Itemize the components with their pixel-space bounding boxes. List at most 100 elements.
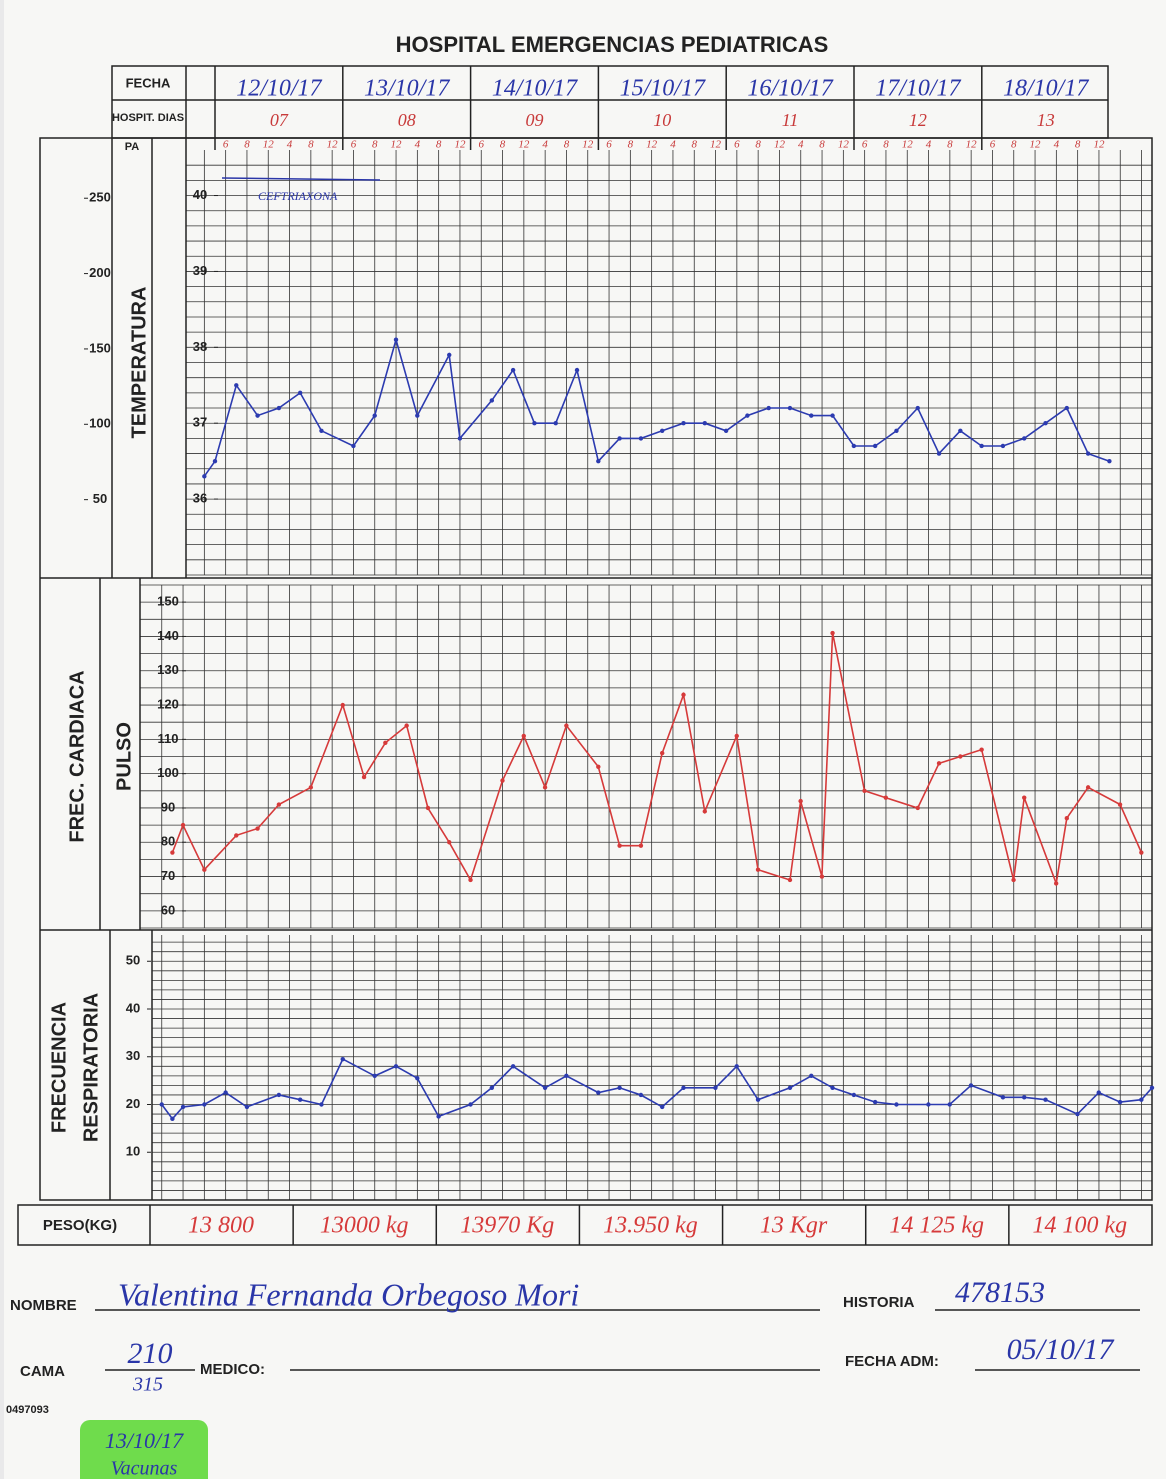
dias-label: HOSPIT. DIAS [112,112,184,124]
data-point [490,398,494,402]
data-point [703,809,707,813]
data-point [617,843,621,847]
y-tick-label: 120 [157,696,179,711]
patient-name: Valentina Fernanda Orbegoso Mori [118,1276,579,1312]
data-point [639,843,643,847]
date: 15/10/17 [620,76,706,102]
data-point [809,413,813,417]
hour: 12 [966,139,978,151]
data-point [1065,406,1069,410]
weight: 13 Kgr [760,1213,828,1239]
hour: 12 [582,139,594,151]
hour: 8 [883,139,889,151]
data-point [554,421,558,425]
y2-tick-label: 100 [89,416,111,431]
data-point [490,1086,494,1090]
data-point [1022,436,1026,440]
peso-label: PESO(KG) [43,1217,117,1234]
weight: 13 800 [188,1213,254,1239]
y-tick-label: 130 [157,662,179,677]
data-point [1065,816,1069,820]
data-point [979,444,983,448]
hour: 8 [755,139,761,151]
data-point [213,459,217,463]
historia-value: 478153 [955,1276,1045,1309]
data-point [564,723,568,727]
data-point [202,867,206,871]
hour: 12 [774,139,786,151]
data-point [1022,795,1026,799]
data-point [160,1102,164,1106]
data-point [309,785,313,789]
data-point [500,778,504,782]
data-point [756,867,760,871]
hour: 6 [734,139,740,151]
hour: 12 [1030,139,1042,151]
data-point [383,741,387,745]
data-point [596,459,600,463]
data-point [756,1098,760,1102]
y-tick-label: 36 [193,491,207,506]
hour: 8 [628,139,634,151]
y-tick-label: 150 [157,594,179,609]
data-point [181,1105,185,1109]
data-point [298,391,302,395]
data-point [277,406,281,410]
y-tick-label: 40 [193,187,207,202]
hour: 12 [902,139,914,151]
axis-label: PULSO [113,722,135,791]
data-point [277,802,281,806]
data-point [1118,1100,1122,1104]
y-tick-label: 100 [157,765,179,780]
y-tick-label: 70 [161,868,175,883]
hour: 6 [223,139,229,151]
data-point [681,421,685,425]
hour: 6 [479,139,485,151]
hospital-day: 13 [1037,110,1055,130]
data-point [1001,1095,1005,1099]
data-point [852,1093,856,1097]
data-point [1001,444,1005,448]
data-point [788,406,792,410]
date: 18/10/17 [1003,76,1089,102]
form-code: 0497093 [6,1404,49,1416]
data-point [341,703,345,707]
hour: 12 [518,139,530,151]
hour: 6 [351,139,357,151]
data-point [660,751,664,755]
data-point [277,1093,281,1097]
fecha-adm-value: 05/10/17 [1007,1333,1116,1366]
data-point [681,693,685,697]
historia-label: HISTORIA [843,1294,915,1311]
data-point [373,413,377,417]
date: 17/10/17 [875,76,961,102]
hour: 6 [990,139,996,151]
data-point [894,429,898,433]
hour: 4 [1054,139,1060,151]
data-point [543,785,547,789]
data-point [575,368,579,372]
data-point [543,1086,547,1090]
data-point [234,833,238,837]
data-point [511,368,515,372]
nombre-label: NOMBRE [10,1297,77,1314]
date: 13/10/17 [364,76,450,102]
data-point [1011,878,1015,882]
weight: 13000 kg [320,1213,409,1239]
hour: 12 [1093,139,1105,151]
data-point [564,1074,568,1078]
hour: 4 [542,139,548,151]
data-point [447,353,451,357]
annotation: CEFTRIAXONA [258,189,338,203]
data-point [596,765,600,769]
data-point [862,789,866,793]
data-point [415,1076,419,1080]
hour: 8 [244,139,250,151]
date: 14/10/17 [492,76,578,102]
y-tick-label: 80 [161,834,175,849]
data-point [916,806,920,810]
data-point [468,878,472,882]
data-point [660,429,664,433]
cama-label: CAMA [20,1363,65,1380]
data-point [1150,1086,1154,1090]
